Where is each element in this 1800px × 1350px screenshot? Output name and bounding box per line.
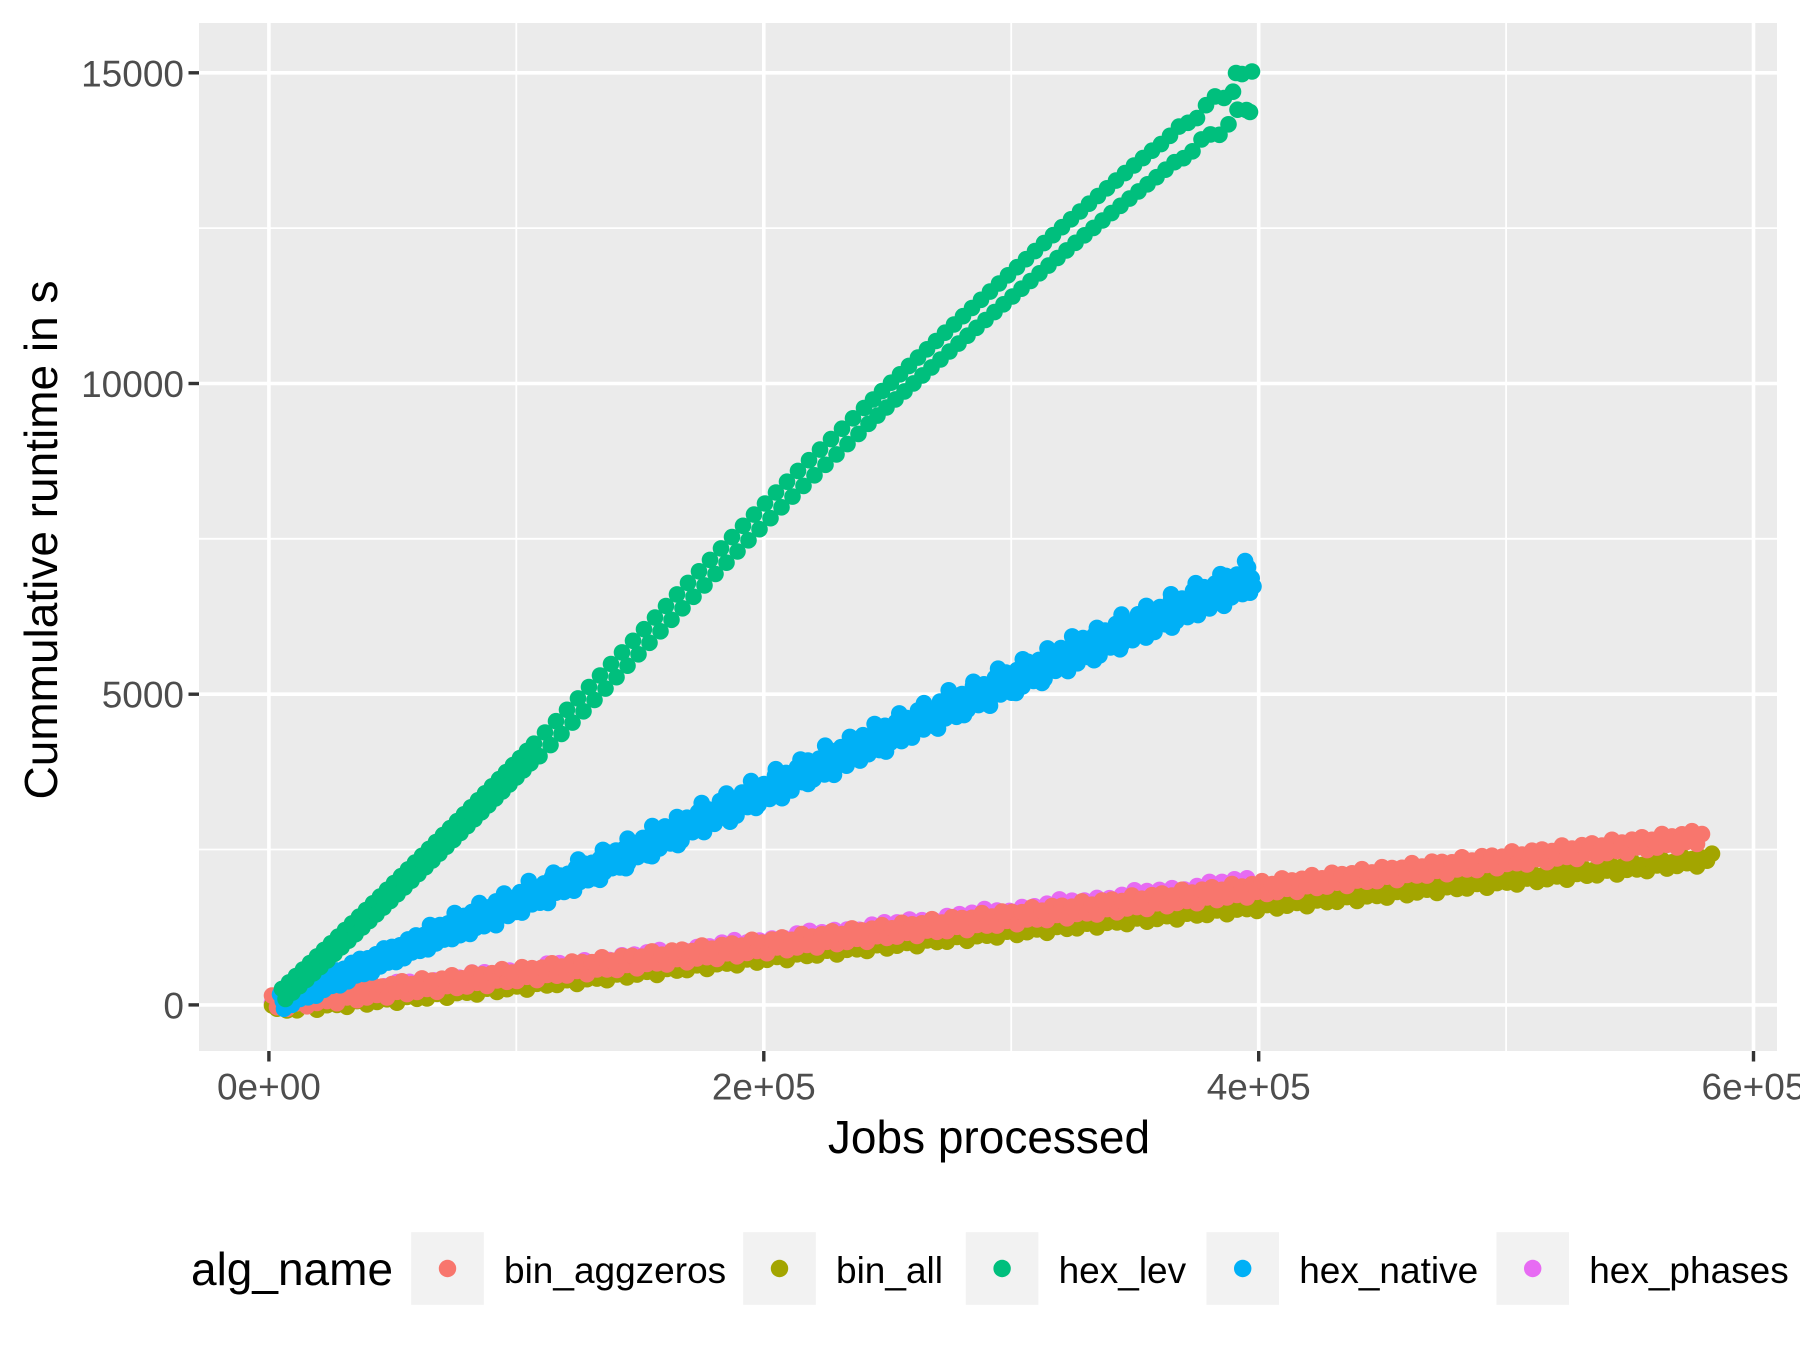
svg-text:4e+05: 4e+05	[1207, 1067, 1311, 1108]
svg-text:hex_native: hex_native	[1299, 1250, 1478, 1291]
svg-text:Jobs processed: Jobs processed	[828, 1111, 1150, 1163]
svg-text:alg_name: alg_name	[191, 1243, 393, 1295]
svg-text:6e+05: 6e+05	[1702, 1067, 1800, 1108]
svg-text:5000: 5000	[102, 675, 184, 716]
svg-text:10000: 10000	[81, 364, 184, 405]
svg-text:Cummulative runtime in s: Cummulative runtime in s	[15, 281, 67, 800]
svg-text:15000: 15000	[81, 53, 184, 94]
svg-text:bin_aggzeros: bin_aggzeros	[504, 1250, 726, 1291]
svg-text:hex_lev: hex_lev	[1059, 1250, 1187, 1291]
svg-text:bin_all: bin_all	[836, 1250, 943, 1291]
svg-text:0: 0	[163, 985, 184, 1026]
svg-text:0e+00: 0e+00	[217, 1067, 321, 1108]
svg-text:2e+05: 2e+05	[712, 1067, 816, 1108]
svg-text:hex_phases: hex_phases	[1589, 1250, 1789, 1291]
